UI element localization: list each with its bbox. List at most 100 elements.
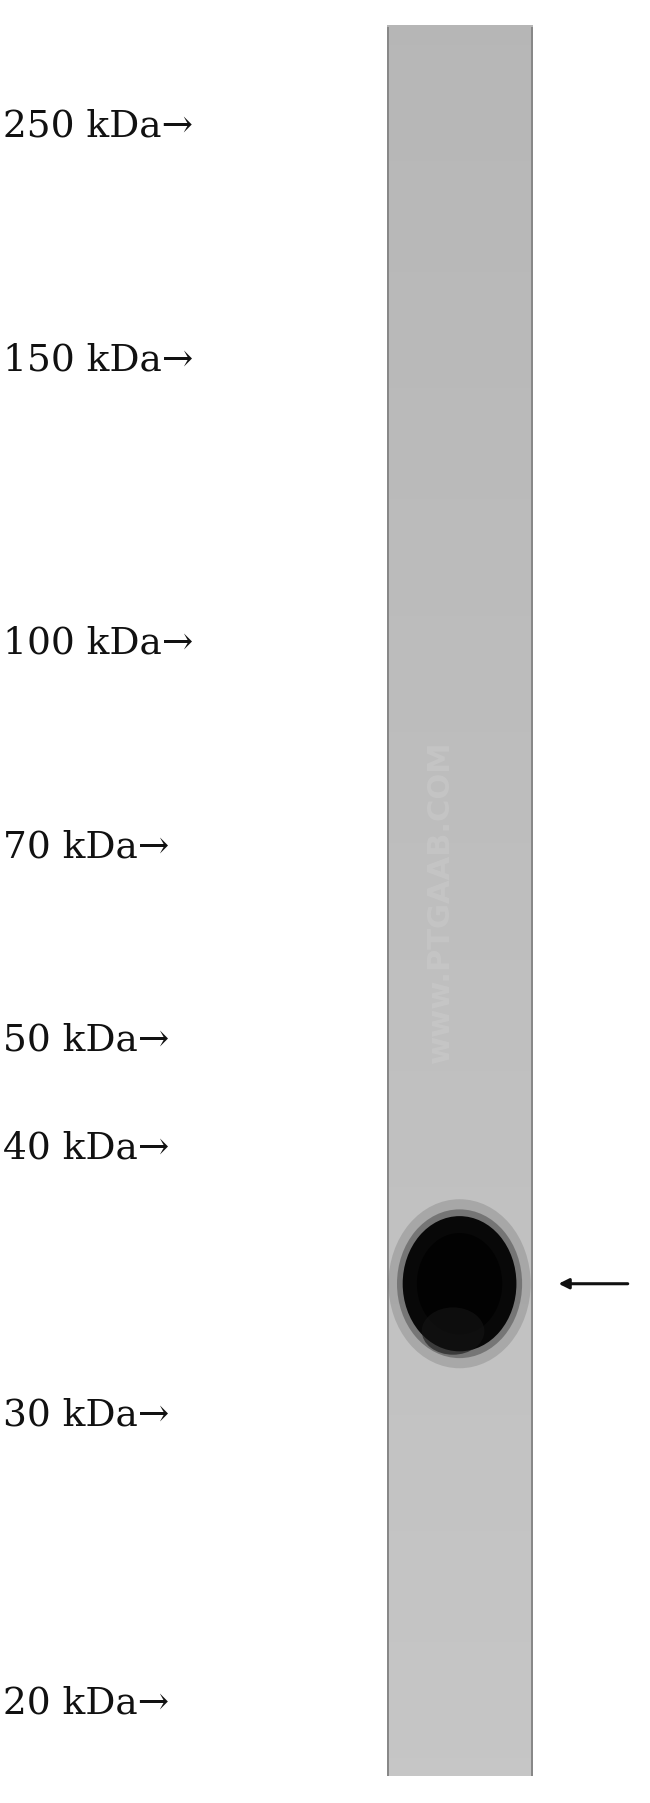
Bar	[387, 1156, 533, 1165]
Bar	[387, 31, 533, 38]
Bar	[387, 673, 533, 680]
Bar	[387, 427, 533, 435]
Bar	[387, 573, 533, 581]
Bar	[387, 78, 533, 85]
Bar	[387, 1641, 533, 1648]
Bar	[387, 811, 533, 820]
Bar	[387, 1244, 533, 1251]
Bar	[387, 1239, 533, 1246]
Bar	[387, 561, 533, 570]
Bar	[387, 626, 533, 633]
Bar	[387, 258, 533, 267]
Bar	[387, 135, 533, 144]
Bar	[387, 1401, 533, 1408]
Bar	[387, 918, 533, 925]
Bar	[387, 806, 533, 815]
Bar	[387, 777, 533, 784]
Bar	[387, 1359, 533, 1368]
Bar	[387, 485, 533, 494]
Bar	[387, 90, 533, 97]
Bar	[387, 975, 533, 983]
Text: 50 kDa→: 50 kDa→	[3, 1022, 170, 1058]
Bar	[387, 579, 533, 586]
Bar	[387, 759, 533, 768]
Bar	[387, 1390, 533, 1397]
Bar	[387, 409, 533, 418]
Bar	[387, 1657, 533, 1666]
Bar	[387, 451, 533, 458]
Bar	[387, 1349, 533, 1356]
Bar	[387, 1628, 533, 1635]
Bar	[387, 644, 533, 651]
Bar	[387, 474, 533, 481]
Bar	[387, 1769, 533, 1776]
Text: 40 kDa→: 40 kDa→	[3, 1130, 170, 1167]
Bar	[387, 492, 533, 499]
Bar	[387, 900, 533, 907]
Bar	[387, 1203, 533, 1210]
Bar	[387, 701, 533, 709]
Bar	[387, 1542, 533, 1549]
Bar	[387, 422, 533, 429]
Bar	[387, 1435, 533, 1444]
Bar	[387, 456, 533, 463]
Bar	[387, 638, 533, 645]
Bar	[387, 404, 533, 411]
Bar	[387, 1109, 533, 1118]
Bar	[387, 889, 533, 896]
Text: 20 kDa→: 20 kDa→	[3, 1686, 170, 1722]
Bar	[387, 1442, 533, 1450]
Bar	[387, 59, 533, 69]
Bar	[387, 941, 533, 948]
Text: 70 kDa→: 70 kDa→	[3, 829, 170, 865]
Bar	[387, 106, 533, 115]
Bar	[387, 49, 533, 56]
Bar	[531, 27, 533, 1776]
Bar	[387, 1722, 533, 1729]
Bar	[387, 835, 533, 844]
Bar	[387, 743, 533, 750]
Bar	[387, 1383, 533, 1392]
Bar	[387, 952, 533, 959]
Bar	[387, 469, 533, 476]
Bar	[387, 305, 533, 312]
Bar	[387, 1069, 533, 1076]
Bar	[387, 281, 533, 288]
Bar	[387, 83, 533, 92]
Bar	[387, 1302, 533, 1309]
Bar	[387, 858, 533, 867]
Bar	[387, 1179, 533, 1186]
Bar	[387, 224, 533, 231]
Bar	[387, 602, 533, 609]
Bar	[387, 1406, 533, 1415]
Bar	[387, 1325, 533, 1332]
Bar	[387, 1414, 533, 1421]
Bar	[387, 440, 533, 447]
Bar	[387, 829, 533, 837]
Bar	[387, 433, 533, 442]
Bar	[387, 200, 533, 207]
Bar	[387, 101, 533, 108]
Bar	[387, 847, 533, 855]
Bar	[387, 195, 533, 202]
Bar	[387, 1278, 533, 1286]
Bar	[387, 790, 533, 797]
Bar	[387, 555, 533, 563]
Bar	[387, 1185, 533, 1194]
Bar	[387, 1377, 533, 1385]
Bar	[387, 772, 533, 779]
Bar	[387, 654, 533, 662]
Bar	[387, 934, 533, 943]
Bar	[387, 416, 533, 424]
Bar	[387, 824, 533, 831]
Bar	[387, 1670, 533, 1677]
Bar	[387, 148, 533, 155]
Bar	[387, 252, 533, 260]
Bar	[387, 1372, 533, 1379]
Ellipse shape	[389, 1199, 530, 1368]
Bar	[387, 119, 533, 126]
Bar	[387, 1208, 533, 1217]
Bar	[387, 1033, 533, 1042]
Bar	[387, 1581, 533, 1590]
Bar	[387, 608, 533, 617]
